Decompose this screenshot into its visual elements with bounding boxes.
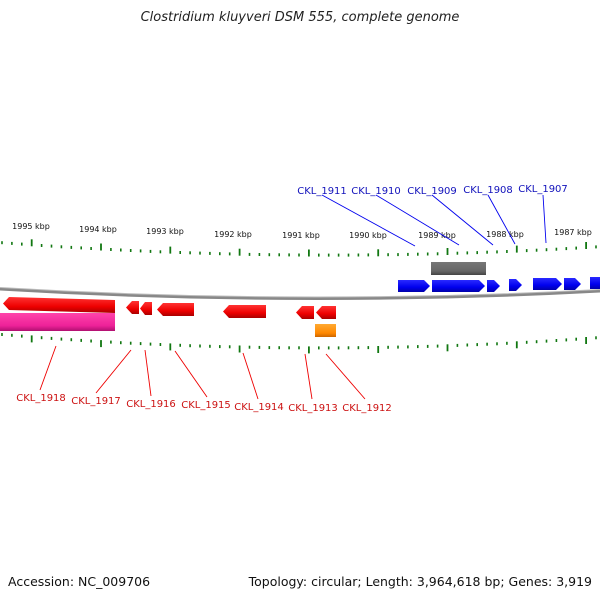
kbp-label: 1987 kbp (554, 228, 592, 237)
scale-labels: 1995 kbp 1994 kbp 1993 kbp 1992 kbp 1991… (12, 222, 592, 240)
forward-gene-arrow[interactable] (398, 280, 430, 292)
gene-label-reverse[interactable]: CKL_1915 (181, 400, 231, 411)
leader-line (242, 352, 259, 400)
kbp-label: 1995 kbp (12, 222, 50, 231)
kbp-label: 1992 kbp (214, 230, 252, 239)
accession-label: Accession: NC_009706 (8, 574, 151, 589)
forward-strand-features (398, 262, 600, 292)
gene-label-forward[interactable]: CKL_1910 (351, 186, 401, 197)
gray-feature[interactable] (431, 262, 486, 275)
gene-label-forward[interactable]: CKL_1909 (407, 186, 457, 197)
reverse-gene-arrow[interactable] (3, 297, 115, 313)
magenta-feature[interactable] (0, 313, 115, 331)
leader-line (95, 349, 132, 394)
kbp-label: 1991 kbp (282, 231, 320, 240)
forward-gene-arrow[interactable] (509, 279, 522, 291)
gene-label-reverse[interactable]: CKL_1918 (16, 393, 66, 404)
leader-line (375, 194, 460, 246)
reverse-gene-labels: CKL_1918 CKL_1917 CKL_1916 CKL_1915 CKL_… (16, 393, 392, 414)
gene-label-reverse[interactable]: CKL_1914 (234, 402, 284, 413)
forward-gene-arrow[interactable] (564, 278, 581, 290)
gene-label-reverse[interactable]: CKL_1917 (71, 396, 121, 407)
leader-line (487, 194, 516, 245)
leader-line (542, 194, 547, 244)
kbp-label: 1990 kbp (349, 231, 387, 240)
gene-label-reverse[interactable]: CKL_1916 (126, 399, 176, 410)
reverse-label-leaders (39, 345, 366, 400)
reverse-gene-arrow[interactable] (316, 306, 336, 319)
reverse-gene-arrow[interactable] (223, 305, 266, 318)
kbp-label: 1994 kbp (79, 225, 117, 234)
kbp-label: 1989 kbp (418, 231, 456, 240)
genome-backbone-highlight (0, 287, 600, 298)
reverse-gene-arrow[interactable] (296, 306, 314, 319)
kbp-label: 1993 kbp (146, 227, 184, 236)
kbp-label: 1988 kbp (486, 230, 524, 239)
gene-label-reverse[interactable]: CKL_1913 (288, 403, 338, 414)
reverse-gene-arrow[interactable] (140, 302, 152, 315)
genome-backbone (0, 287, 600, 301)
scale-ticks-lower (1, 333, 597, 354)
reverse-gene-arrow[interactable] (126, 301, 139, 314)
leader-line (174, 350, 208, 398)
leader-line (39, 345, 57, 391)
gene-label-forward[interactable]: CKL_1907 (518, 184, 568, 195)
leader-line (321, 194, 416, 247)
reverse-strand-features (0, 297, 336, 337)
forward-gene-arrow[interactable] (487, 280, 500, 292)
forward-label-leaders (321, 194, 547, 247)
reverse-gene-arrow[interactable] (157, 303, 194, 316)
forward-gene-arrow[interactable] (590, 277, 600, 289)
forward-gene-arrow[interactable] (533, 278, 562, 290)
gene-label-forward[interactable]: CKL_1911 (297, 186, 347, 197)
leader-line (304, 353, 313, 400)
genome-stats-label: Topology: circular; Length: 3,964,618 bp… (248, 574, 592, 589)
orange-feature[interactable] (315, 324, 336, 337)
leader-line (325, 353, 366, 400)
forward-gene-arrow[interactable] (432, 280, 485, 292)
gene-label-reverse[interactable]: CKL_1912 (342, 403, 392, 414)
scale-ticks-upper (1, 239, 597, 257)
map-title: Clostridium kluyveri DSM 555, complete g… (140, 10, 460, 25)
forward-gene-labels: CKL_1911 CKL_1910 CKL_1909 CKL_1908 CKL_… (297, 184, 568, 197)
leader-line (144, 349, 152, 397)
leader-line (431, 194, 494, 246)
gene-label-forward[interactable]: CKL_1908 (463, 185, 513, 196)
